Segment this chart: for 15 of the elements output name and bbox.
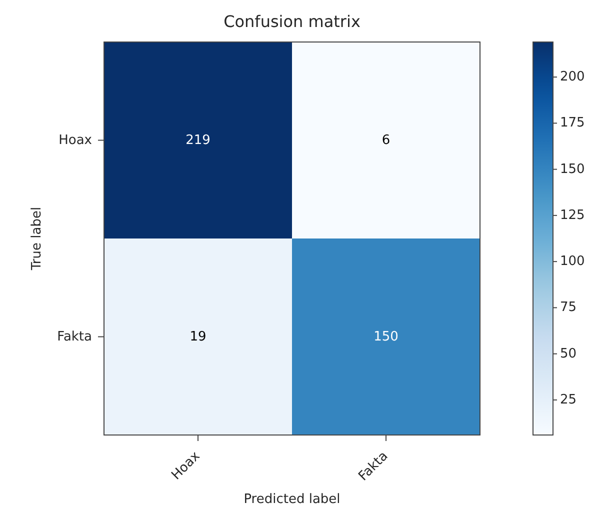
data-label: 219: [186, 132, 210, 148]
color-bar-label: 150: [560, 162, 585, 177]
x-axis-title: Predicted label: [244, 492, 340, 507]
data-label: 6: [382, 132, 390, 148]
data-label: 150: [374, 329, 398, 344]
y-axis-title: True label: [30, 206, 45, 272]
color-bar-label: 175: [560, 116, 585, 131]
color-bar-label: 125: [560, 208, 585, 223]
color-bar-label: 50: [560, 346, 577, 362]
color-bar-label: 100: [560, 254, 585, 270]
data-label: 19: [190, 329, 206, 344]
color-bar-label: 200: [560, 70, 585, 85]
color-bar-label: 75: [560, 300, 577, 316]
chart-title: Confusion matrix: [222, 12, 362, 31]
color-bar-label: 25: [560, 392, 577, 408]
